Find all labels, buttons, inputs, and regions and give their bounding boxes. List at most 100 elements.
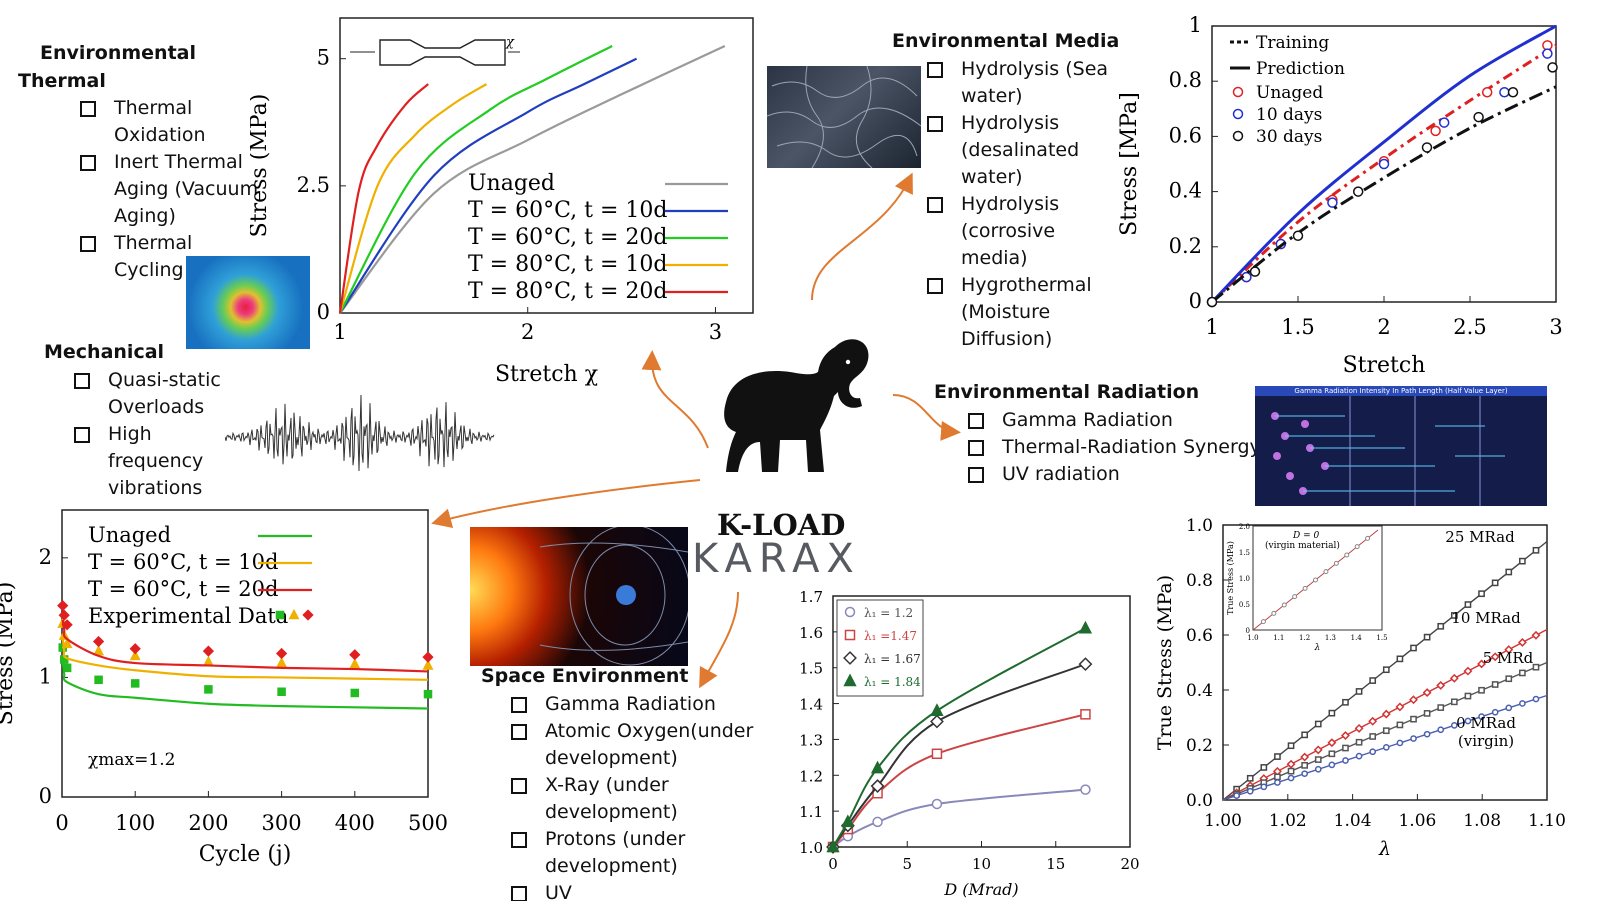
data-point (276, 656, 288, 668)
x-tick-label: 0 (828, 855, 838, 873)
karax-logo: KARAX (692, 536, 861, 582)
y-axis-label: True Stress (MPa) (1154, 575, 1176, 750)
gamma-radiation-image: Gamma Radiation Intensity In Path Length… (1255, 386, 1547, 506)
stretch-symbol: χ (505, 35, 515, 50)
legend-label: 30 days (1256, 127, 1322, 147)
prediction-stress-chart: 1 1.5 2 2.5 3 0 0.2 0.4 0.6 0.8 1 Stretch Stress [MP… (1117, 13, 1563, 378)
data-point (1274, 753, 1281, 760)
inset-y-tick: 0 (1246, 627, 1250, 635)
series-line (61, 637, 429, 681)
series-label: 5 MRd (1483, 649, 1534, 667)
data-point (1327, 197, 1338, 208)
data-point (1300, 752, 1310, 762)
data-point (872, 816, 883, 828)
x-tick-label: 3 (1549, 315, 1562, 339)
x-tick-label: 300 (262, 811, 302, 835)
data-point (1314, 720, 1322, 728)
x-tick-label: 200 (188, 811, 228, 835)
data-point (1423, 710, 1431, 717)
data-point (1481, 86, 1493, 98)
thermal-map-image (186, 256, 310, 349)
data-point (1436, 680, 1446, 690)
inset-point (1281, 602, 1287, 608)
x-tick-label: 1.08 (1463, 811, 1501, 831)
x-axis-label: Cycle (j) (199, 842, 292, 867)
data-point (1314, 765, 1322, 773)
legend-label: T = 60°C, t = 10d (88, 550, 278, 574)
data-point (1477, 659, 1486, 669)
legend-label: Training (1256, 33, 1329, 53)
y-tick-label: 0.8 (1186, 571, 1213, 591)
x-tick-label: 15 (1046, 855, 1065, 873)
data-point (1505, 675, 1513, 683)
data-point (1410, 715, 1417, 723)
legend-marker (844, 629, 856, 641)
data-point (1354, 723, 1364, 733)
inset-x-tick: 1.4 (1351, 634, 1363, 642)
media-list: Hydrolysis (Sea water) Hydrolysis (desal… (927, 56, 1127, 353)
y-tick-label: 1.0 (1186, 516, 1213, 536)
series-label: 10 MRad (1451, 609, 1521, 627)
data-point (1206, 296, 1218, 308)
x-tick-label: 0 (55, 811, 68, 835)
inset-x-label: λ (1314, 643, 1321, 653)
data-point (1464, 692, 1472, 700)
inset-point (1333, 560, 1339, 566)
data-point (1260, 783, 1268, 791)
legend-label: 10 days (1256, 105, 1322, 125)
series-line (61, 619, 429, 673)
chi-max-annotation: χmax=1.2 (88, 750, 175, 770)
data-point (1532, 695, 1540, 703)
x-tick-label: 1.5 (1281, 315, 1314, 339)
series-line (339, 57, 638, 314)
inset-subtitle: (virgin material) (1265, 540, 1340, 551)
data-point (350, 688, 360, 698)
legend-marker (302, 609, 314, 621)
vibration-waveform-image (225, 394, 495, 472)
true-stress-lambda-chart: 1.00 1.02 1.04 1.06 1.08 1.100.00.20.40.60.81… (1154, 516, 1566, 860)
data-point (1328, 750, 1336, 758)
legend-label: λ₁ = 1.84 (864, 675, 921, 689)
data-point (94, 675, 103, 685)
data-point (1547, 62, 1558, 73)
data-point (1478, 590, 1485, 598)
data-point (1409, 695, 1418, 705)
inset-point (1365, 535, 1371, 541)
list-item: Hydrolysis (desalinated water) (927, 110, 1127, 191)
y-axis-label: Stress [MPa] (1117, 92, 1142, 236)
x-axis-label: Stretch (1343, 353, 1426, 378)
legend-marker (843, 651, 857, 665)
data-point (1499, 86, 1510, 98)
data-point (1246, 787, 1254, 795)
data-point (1292, 230, 1304, 242)
data-point (1410, 735, 1417, 742)
data-point (1505, 704, 1513, 712)
data-point (1464, 717, 1472, 725)
data-point (1519, 700, 1526, 707)
data-point (826, 839, 840, 853)
data-point (422, 651, 434, 663)
list-item: Hydrolysis (Sea water) (927, 56, 1127, 110)
data-point (930, 714, 944, 729)
data-point (1274, 773, 1281, 781)
legend-label: λ₁ = 1.2 (864, 606, 913, 620)
y-tick-label: 0.8 (1169, 68, 1202, 92)
list-item: Inert Thermal Aging (Vacuum Aging) (80, 149, 260, 230)
data-point (1532, 663, 1540, 671)
data-point (870, 760, 885, 774)
data-point (1517, 638, 1527, 647)
data-point (1421, 142, 1433, 153)
legend-marker (1232, 130, 1244, 142)
y-tick-label: 0.4 (1186, 681, 1213, 701)
y-tick-label: 1 (1189, 13, 1202, 37)
cycle-stress-chart: 0 100 200 300 400 500 0 1 2 Cycle (j) Stress (MPa)… (0, 509, 448, 867)
data-point (1078, 657, 1093, 672)
y-tick-label: 2 (39, 545, 52, 569)
particle-beam-icon (1271, 396, 1505, 506)
x-tick-label: 1.06 (1398, 811, 1436, 831)
list-item: Atomic Oxygen(under development) (511, 718, 791, 772)
radiation-list: Gamma Radiation Thermal-Radiation Synerg… (968, 407, 1268, 488)
x-tick-label: 1 (333, 320, 346, 344)
data-point (1504, 645, 1514, 655)
